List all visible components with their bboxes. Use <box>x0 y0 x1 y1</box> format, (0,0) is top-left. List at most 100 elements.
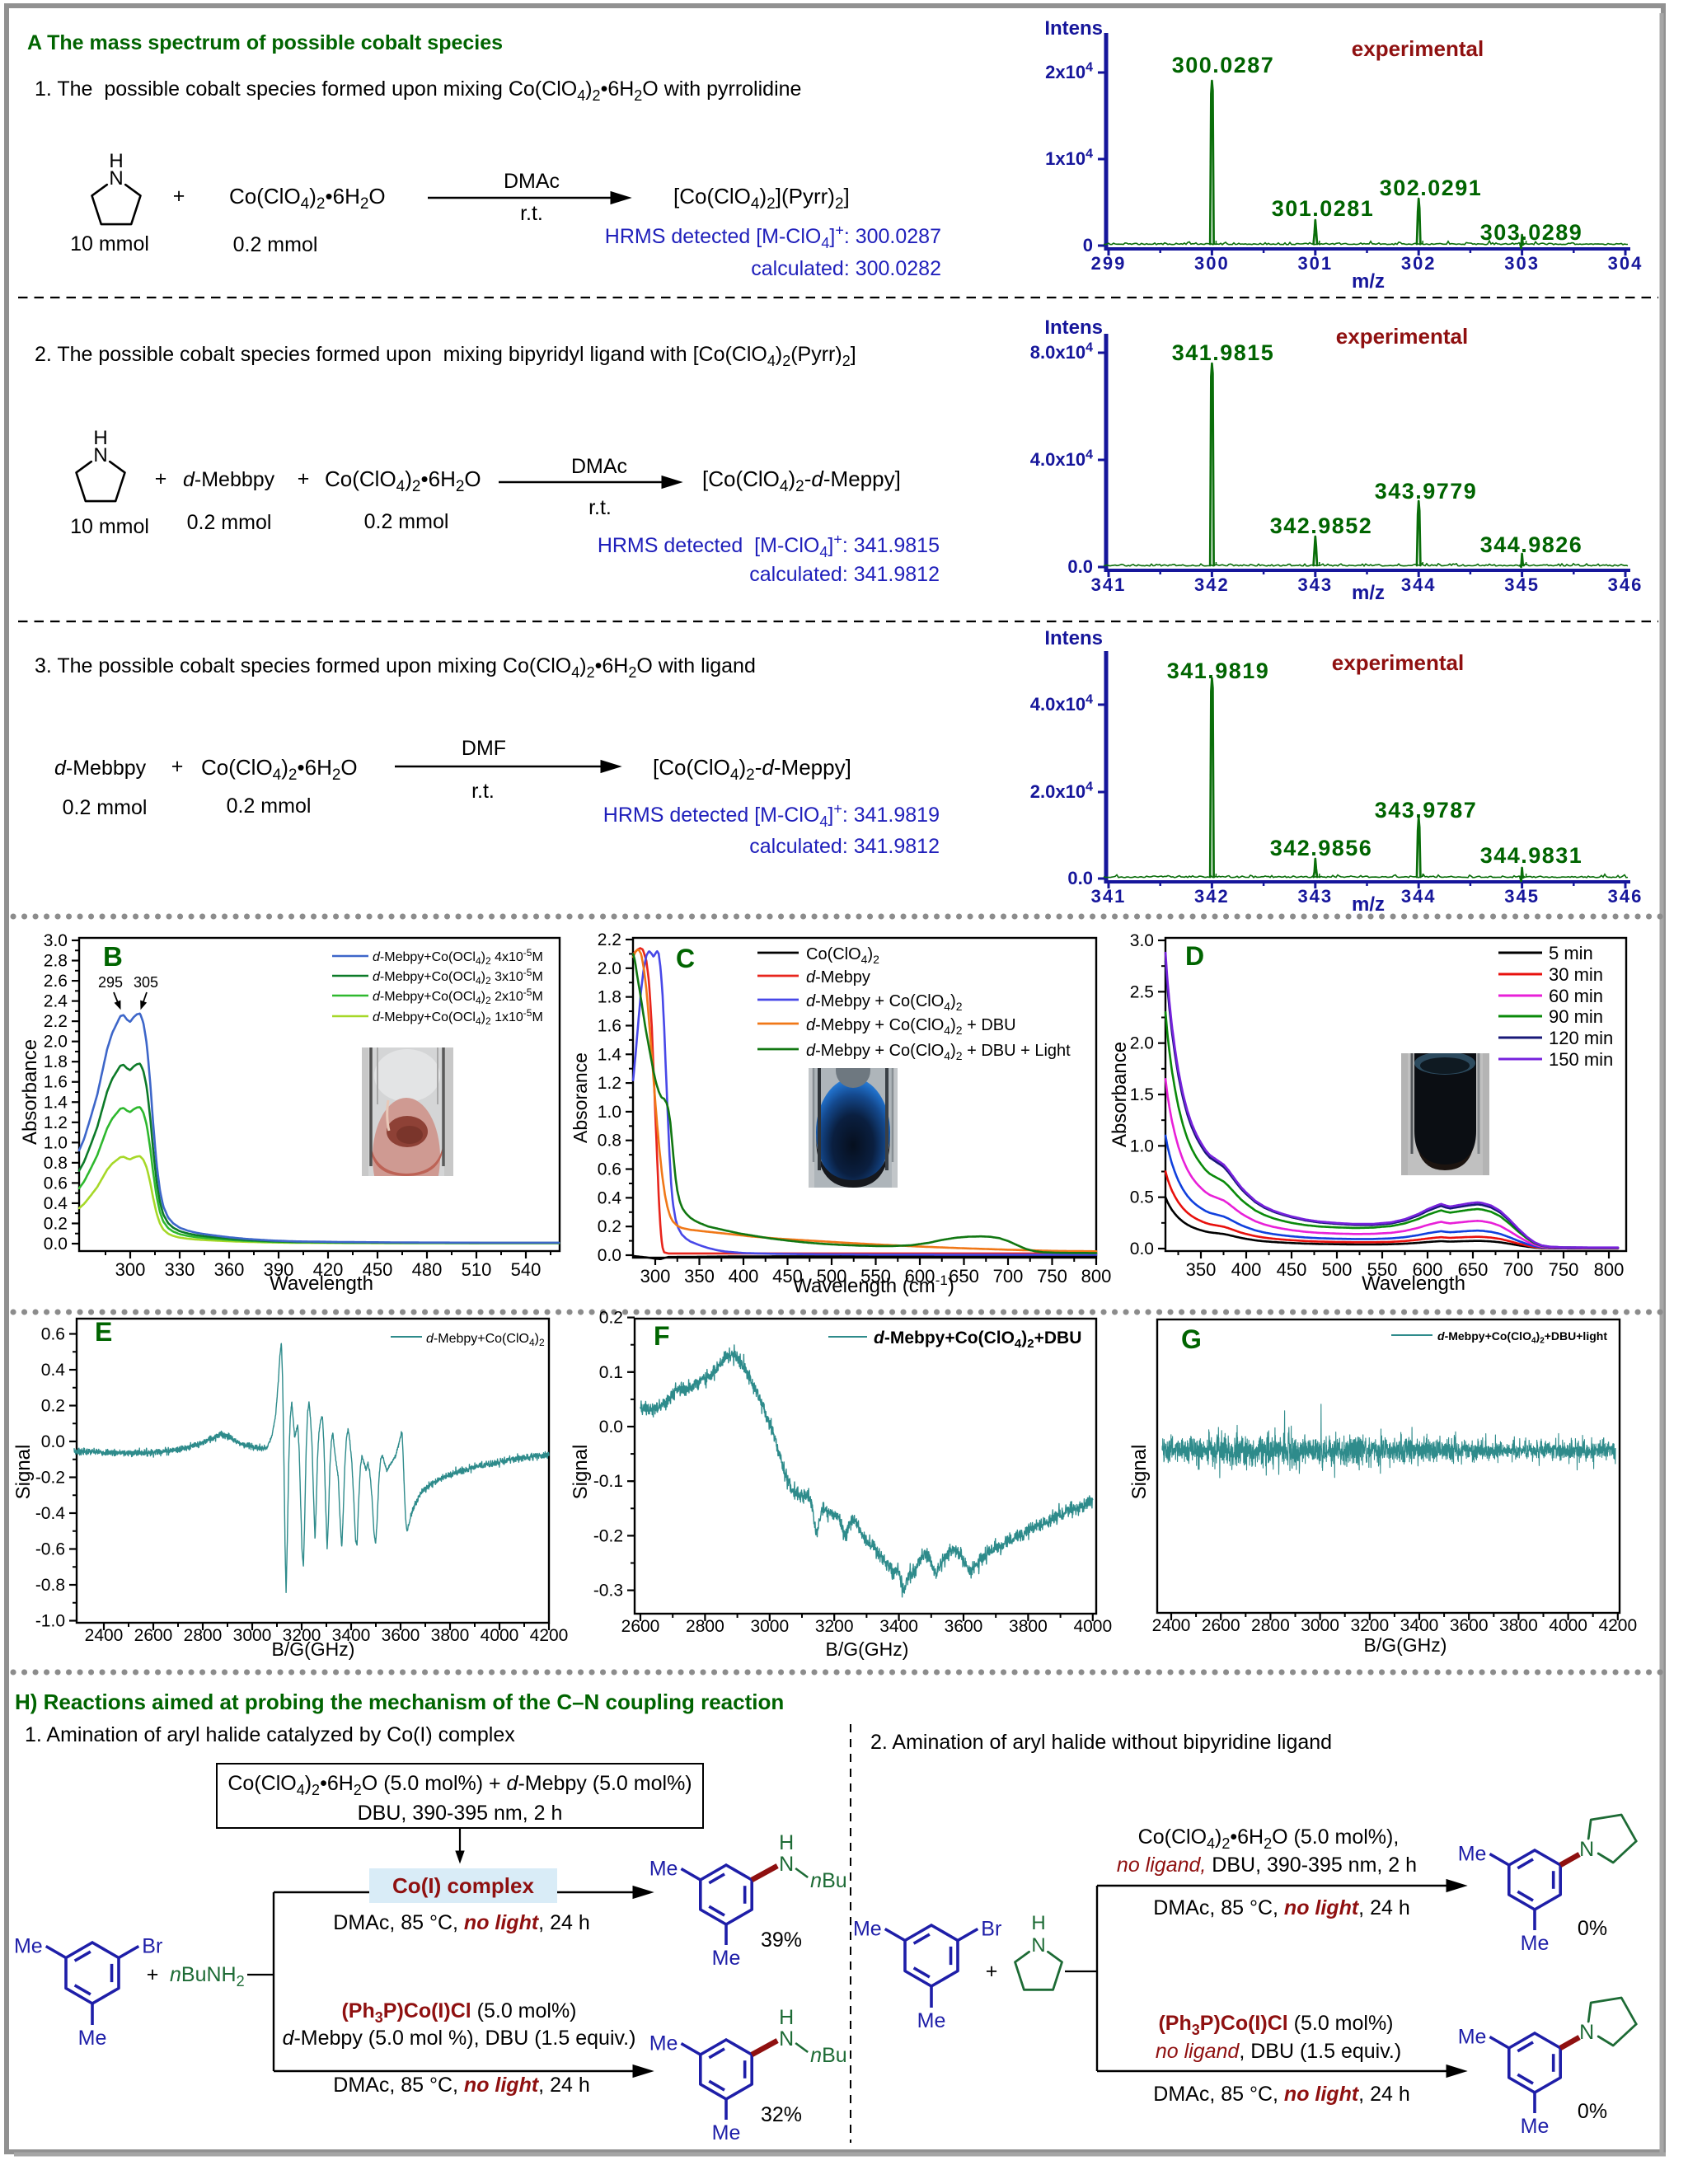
svg-text:N: N <box>1031 1934 1045 1957</box>
svg-text:d-Mebbpy: d-Mebbpy <box>54 757 147 780</box>
svg-text:2.0x104: 2.0x104 <box>1030 780 1093 802</box>
svg-text:N: N <box>779 1853 794 1876</box>
svg-text:HRMS detected [M-ClO4]+: 341.9: HRMS detected [M-ClO4]+: 341.9819 <box>603 801 940 831</box>
svg-text:3000: 3000 <box>1301 1616 1339 1635</box>
svg-text:+: + <box>147 1963 159 1986</box>
svg-text:DBU, 390-395 nm, 2 h: DBU, 390-395 nm, 2 h <box>358 1802 563 1825</box>
svg-text:Me: Me <box>78 2027 107 2050</box>
svg-text:303: 303 <box>1504 253 1540 274</box>
svg-text:1.8: 1.8 <box>44 1052 68 1071</box>
svg-text:Absorance: Absorance <box>570 1052 591 1143</box>
svg-text:Wavelength: Wavelength <box>270 1272 373 1295</box>
svg-text:341.9815: 341.9815 <box>1172 340 1275 365</box>
svg-text:480: 480 <box>412 1259 443 1280</box>
svg-text:calculated: 341.9812: calculated: 341.9812 <box>749 563 940 586</box>
svg-text:5 min: 5 min <box>1549 943 1593 963</box>
svg-text:4000: 4000 <box>1549 1616 1587 1635</box>
svg-text:2.8: 2.8 <box>44 952 68 971</box>
svg-text:2.4: 2.4 <box>44 992 68 1011</box>
svg-text:Co(ClO4)2•6H2O: Co(ClO4)2•6H2O <box>325 466 481 495</box>
svg-text:0.0: 0.0 <box>1130 1240 1154 1258</box>
svg-text:2.0: 2.0 <box>44 1033 68 1052</box>
svg-text:344.9826: 344.9826 <box>1480 532 1583 557</box>
svg-text:2600: 2600 <box>134 1626 173 1645</box>
svg-text:120 min: 120 min <box>1549 1028 1613 1048</box>
svg-text:+: + <box>298 467 310 490</box>
svg-text:2800: 2800 <box>184 1626 223 1645</box>
svg-text:1.4: 1.4 <box>44 1093 68 1112</box>
svg-text:1.6: 1.6 <box>598 1016 621 1035</box>
svg-text:3400: 3400 <box>879 1617 918 1636</box>
svg-text:Wavelength: Wavelength <box>1362 1272 1465 1295</box>
svg-text:2.0: 2.0 <box>1130 1034 1154 1053</box>
svg-text:3.0: 3.0 <box>1130 931 1154 950</box>
svg-text:4.0x104: 4.0x104 <box>1030 693 1093 715</box>
svg-text:Co(ClO4)2•6H2O: Co(ClO4)2•6H2O <box>229 184 386 213</box>
svg-text:750: 750 <box>1549 1259 1579 1280</box>
svg-text:304: 304 <box>1608 253 1643 274</box>
svg-text:3.0: 3.0 <box>44 931 68 950</box>
svg-text:H: H <box>779 1831 794 1854</box>
svg-text:1.4: 1.4 <box>598 1045 622 1064</box>
svg-text:3000: 3000 <box>750 1617 789 1636</box>
svg-text:experimental: experimental <box>1352 36 1484 61</box>
svg-text:400: 400 <box>729 1266 759 1286</box>
svg-text:B/G(GHz): B/G(GHz) <box>1364 1634 1447 1656</box>
svg-text:Co(ClO4)2•6H2O (5.0 mol%),: Co(ClO4)2•6H2O (5.0 mol%), <box>1138 1825 1400 1852</box>
svg-text:Intens: Intens <box>1044 17 1103 40</box>
svg-text:1.2: 1.2 <box>598 1074 621 1093</box>
svg-text:C: C <box>676 944 695 973</box>
svg-text:800: 800 <box>1081 1266 1112 1286</box>
svg-text:346: 346 <box>1608 574 1643 595</box>
svg-text:+: + <box>986 1960 998 1983</box>
svg-text:d-Mebpy (5.0 mol %), DBU (1.5: d-Mebpy (5.0 mol %), DBU (1.5 equiv.) <box>283 2027 636 2050</box>
svg-text:650: 650 <box>1458 1259 1489 1280</box>
svg-text:D: D <box>1185 941 1204 971</box>
svg-text:305: 305 <box>134 974 158 991</box>
svg-text:Me: Me <box>1458 1843 1487 1866</box>
svg-text:2. The possible cobalt species: 2. The possible cobalt species formed up… <box>35 343 856 369</box>
svg-text:0.2 mmol: 0.2 mmol <box>233 233 318 256</box>
svg-text:1.2: 1.2 <box>44 1113 68 1132</box>
svg-text:[Co(ClO4)2](Pyrr)2]: [Co(ClO4)2](Pyrr)2] <box>673 184 850 213</box>
svg-text:-0.3: -0.3 <box>593 1582 623 1601</box>
svg-text:550: 550 <box>860 1266 891 1286</box>
svg-text:0%: 0% <box>1578 1917 1607 1940</box>
svg-text:Co(ClO4)2: Co(ClO4)2 <box>806 945 879 966</box>
svg-text:B/G(GHz): B/G(GHz) <box>272 1638 355 1660</box>
svg-text:experimental: experimental <box>1332 650 1464 675</box>
svg-text:342: 342 <box>1194 886 1230 907</box>
svg-text:360: 360 <box>214 1259 245 1280</box>
svg-text:500: 500 <box>1322 1259 1353 1280</box>
svg-text:nBu: nBu <box>810 1869 847 1892</box>
svg-text:Me: Me <box>14 1935 43 1958</box>
svg-text:-0.1: -0.1 <box>593 1472 623 1491</box>
svg-text:0.1: 0.1 <box>599 1363 623 1382</box>
svg-text:d-Mebpy+Co(OCl4)2 4x10-5M: d-Mebpy+Co(OCl4)2 4x10-5M <box>373 947 543 967</box>
svg-text:Me: Me <box>649 2032 678 2055</box>
svg-text:0.2: 0.2 <box>598 1217 621 1236</box>
svg-text:-1.0: -1.0 <box>35 1612 65 1631</box>
svg-text:0.0: 0.0 <box>44 1235 68 1254</box>
svg-text:Co(ClO4)2•6H2O (5.0 mol%) + d-: Co(ClO4)2•6H2O (5.0 mol%) + d-Mebpy (5.0… <box>227 1772 692 1798</box>
svg-text:700: 700 <box>1503 1259 1534 1280</box>
svg-text:299: 299 <box>1091 253 1127 274</box>
svg-text:0.0: 0.0 <box>1067 868 1093 888</box>
svg-text:-0.2: -0.2 <box>35 1469 65 1488</box>
svg-text:Co(ClO4)2•6H2O: Co(ClO4)2•6H2O <box>201 755 358 784</box>
svg-text:10 mmol: 10 mmol <box>70 232 149 255</box>
svg-text:3200: 3200 <box>1350 1616 1389 1635</box>
svg-text:H: H <box>93 427 107 449</box>
svg-text:0.4: 0.4 <box>44 1194 68 1213</box>
svg-text:2600: 2600 <box>1202 1616 1240 1635</box>
svg-text:d-Mebpy+Co(ClO4)2: d-Mebpy+Co(ClO4)2 <box>426 1332 545 1348</box>
svg-text:303.0289: 303.0289 <box>1480 220 1583 245</box>
svg-text:3200: 3200 <box>283 1626 321 1645</box>
svg-text:2. Amination of aryl halide wi: 2. Amination of aryl halide without bipy… <box>870 1731 1332 1754</box>
svg-text:Me: Me <box>712 2121 741 2144</box>
svg-text:d-Mebpy+Co(OCl4)2 3x10-5M: d-Mebpy+Co(OCl4)2 3x10-5M <box>373 967 543 987</box>
svg-text:301: 301 <box>1297 253 1333 274</box>
svg-text:0.2: 0.2 <box>44 1214 68 1233</box>
svg-text:d-Mebpy + Co(ClO4)2: d-Mebpy + Co(ClO4)2 <box>806 992 963 1013</box>
svg-text:d-Mebpy+Co(ClO4)2+DBU+light: d-Mebpy+Co(ClO4)2+DBU+light <box>1437 1329 1607 1345</box>
